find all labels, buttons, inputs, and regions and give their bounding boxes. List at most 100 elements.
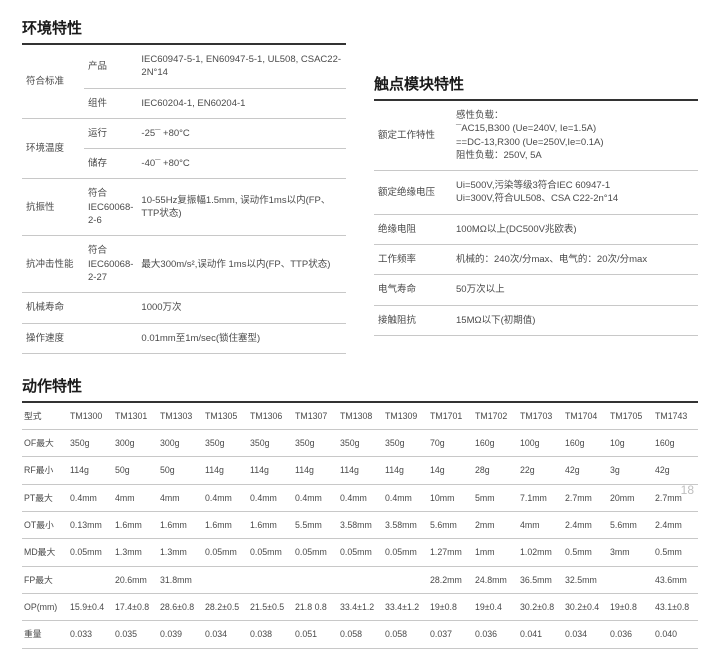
op-model: TM1309 [383,403,428,430]
op-cell: 1.6mm [248,512,293,539]
op-cell: 0.4mm [203,484,248,511]
op-cell: 300g [158,430,203,457]
op-cell: 36.5mm [518,566,563,593]
op-cell: 350g [383,430,428,457]
contact-key: 接触阻抗 [374,305,452,335]
op-cell: 160g [653,430,698,457]
op-cell: 0.036 [473,621,518,648]
op-cell: 28.6±0.8 [158,594,203,621]
op-cell: 0.4mm [338,484,383,511]
contact-key: 额定工作特性 [374,101,452,171]
env-key2: 储存 [84,149,137,179]
op-cell: 160g [563,430,608,457]
contact-key: 额定绝缘电压 [374,171,452,215]
op-cell: 31.8mm [158,566,203,593]
op-cell: 28.2mm [428,566,473,593]
op-cell: 28.2±0.5 [203,594,248,621]
op-cell: 32.5mm [563,566,608,593]
op-cell [248,566,293,593]
op-cell: 114g [68,457,113,484]
op-row: OT最小0.13mm1.6mm1.6mm1.6mm1.6mm5.5mm3.58m… [22,512,698,539]
env-key2: 组件 [84,88,137,118]
contact-key: 电气寿命 [374,275,452,305]
op-cell: 19±0.4 [473,594,518,621]
env-row: 抗振性符合IEC60068-2-610-55Hz复振幅1.5mm, 误动作1ms… [22,179,346,236]
op-cell: 0.4mm [293,484,338,511]
op-cell: 0.034 [563,621,608,648]
env-val: IEC60947-5-1, EN60947-5-1, UL508, CSAC22… [137,45,346,88]
op-row: MD最大0.05mm1.3mm1.3mm0.05mm0.05mm0.05mm0.… [22,539,698,566]
op-cell: 28g [473,457,518,484]
page-number: 18 [681,482,694,499]
env-key1: 机械寿命 [22,293,84,323]
op-cell: 0.4mm [68,484,113,511]
op-cell: 0.5mm [563,539,608,566]
op-row: RF最小114g50g50g114g114g114g114g114g14g28g… [22,457,698,484]
op-cell: 350g [248,430,293,457]
env-val: -40¯ +80°C [137,149,346,179]
op-cell: 0.051 [293,621,338,648]
op-cell [608,566,653,593]
env-key2: 符合IEC60068-2-6 [84,179,137,236]
env-key1: 抗冲击性能 [22,236,84,293]
env-val: 10-55Hz复振幅1.5mm, 误动作1ms以内(FP、TTP状态) [137,179,346,236]
env-key1: 环境温度 [22,118,84,179]
op-cell [338,566,383,593]
op-cell: 3.58mm [338,512,383,539]
op-cell: 0.5mm [653,539,698,566]
op-cell: 0.058 [338,621,383,648]
op-cell: 0.035 [113,621,158,648]
op-cell: 43.6mm [653,566,698,593]
env-row: 抗冲击性能符合IEC60068-2-27最大300m/s²,误动作 1ms以内(… [22,236,346,293]
op-cell: 2.4mm [563,512,608,539]
op-rowlabel: 重量 [22,621,68,648]
op-model: TM1301 [113,403,158,430]
op-model: TM1300 [68,403,113,430]
op-cell: 114g [383,457,428,484]
op-cell: 70g [428,430,473,457]
op-cell: 0.037 [428,621,473,648]
op-cell: 21.5±0.5 [248,594,293,621]
op-cell: 1mm [473,539,518,566]
env-val: 0.01mm至1m/sec(锁住塞型) [137,323,346,353]
op-cell: 20.6mm [113,566,158,593]
contact-row: 绝缘电阻100MΩ以上(DC500V兆欧表) [374,214,698,244]
op-cell: 0.058 [383,621,428,648]
contact-row: 工作频率机械的：240次/分max、电气的：20次/分max [374,245,698,275]
contact-row: 额定绝缘电压Ui=500V,污染等级3符合IEC 60947-1 Ui=300V… [374,171,698,215]
op-model: TM1306 [248,403,293,430]
op-model: TM1305 [203,403,248,430]
op-row: OF最大350g300g300g350g350g350g350g350g70g1… [22,430,698,457]
op-cell: 0.05mm [68,539,113,566]
op-row: OP(mm)15.9±0.417.4±0.828.6±0.828.2±0.521… [22,594,698,621]
contact-val: 15MΩ以下(初期值) [452,305,698,335]
op-cell: 5.6mm [608,512,653,539]
op-cell [68,566,113,593]
op-cell: 3mm [608,539,653,566]
op-cell: 0.033 [68,621,113,648]
env-title: 环境特性 [22,18,346,45]
op-model: TM1307 [293,403,338,430]
op-model: TM1702 [473,403,518,430]
op-rowlabel: OP(mm) [22,594,68,621]
contact-val: 感性负载： ¯AC15,B300 (Ue=240V, Ie=1.5A) ==DC… [452,101,698,171]
op-row: 重量0.0330.0350.0390.0340.0380.0510.0580.0… [22,621,698,648]
op-model: TM1303 [158,403,203,430]
env-key1: 抗振性 [22,179,84,236]
contact-val: Ui=500V,污染等级3符合IEC 60947-1 Ui=300V,符合UL5… [452,171,698,215]
op-cell: 114g [338,457,383,484]
op-model: TM1705 [608,403,653,430]
op-cell: 0.036 [608,621,653,648]
op-cell: 50g [113,457,158,484]
op-cell: 1.27mm [428,539,473,566]
env-row: 环境温度运行-25¯ +80°C [22,118,346,148]
op-rowlabel: OT最小 [22,512,68,539]
op-cell: 21.8 0.8 [293,594,338,621]
op-cell: 14g [428,457,473,484]
env-key2: 运行 [84,118,137,148]
op-cell: 33.4±1.2 [338,594,383,621]
op-cell: 1.3mm [158,539,203,566]
env-key2 [84,323,137,353]
op-cell: 1.6mm [113,512,158,539]
contact-val: 50万次以上 [452,275,698,305]
